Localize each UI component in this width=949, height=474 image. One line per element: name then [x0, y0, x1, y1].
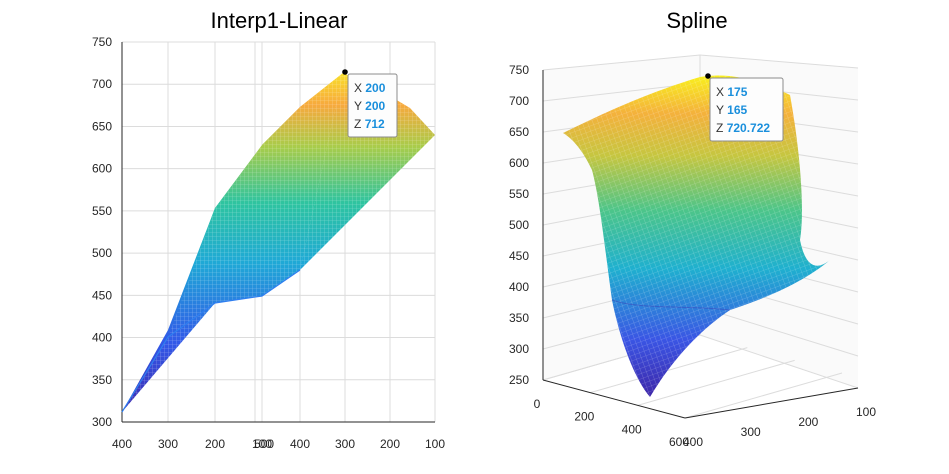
z-tick-label: 550: [509, 187, 529, 201]
z-tick-label: 450: [509, 249, 529, 263]
svg-text:X 200: X 200: [354, 81, 386, 95]
x-tick-label: 400: [290, 437, 310, 451]
x-tick-label: 400: [622, 422, 642, 436]
y-tick-label: 200: [798, 415, 818, 429]
z-tick-label: 550: [92, 204, 112, 218]
x-tick-label: 200: [205, 437, 225, 451]
datatip-y-value: 200: [365, 99, 385, 113]
y-axis-line: [684, 387, 859, 419]
datatip-y-label: Y: [354, 99, 362, 113]
svg-text:X 175: X 175: [716, 85, 748, 99]
x-tick-label: 200: [574, 410, 594, 424]
z-tick-label: 350: [92, 373, 112, 387]
datatip-marker: [705, 73, 711, 79]
datatip-y-label: Y: [716, 103, 724, 117]
x-tick-label: 600: [669, 435, 689, 449]
datatip[interactable]: X 175 Y 165 Z 720.722: [705, 73, 784, 142]
chart-title: Spline: [666, 8, 727, 33]
z-tick-label: 400: [509, 280, 529, 294]
x-tick-label: 300: [335, 437, 355, 451]
datatip-x-label: X: [354, 81, 362, 95]
y-tick-label: 300: [741, 425, 761, 439]
datatip-x-value: 200: [365, 81, 385, 95]
z-tick-label: 500: [509, 218, 529, 232]
svg-text:Z 712: Z 712: [354, 117, 385, 131]
z-tick-label: 350: [509, 311, 529, 325]
z-tick-label: 300: [92, 415, 112, 429]
svg-text:Y 165: Y 165: [716, 103, 747, 117]
x-tick-label: 300: [158, 437, 178, 451]
datatip-z-label: Z: [354, 117, 361, 131]
z-tick-label: 750: [92, 35, 112, 49]
z-tick-labels: 300 350 400 450 500 550 600 650 700 750: [92, 35, 112, 429]
x-tick-label: 100: [425, 437, 445, 451]
y-tick-label: 100: [856, 405, 876, 419]
x-tick-label: 200: [380, 437, 400, 451]
y-tick-labels: 400 300 200 100: [683, 405, 876, 449]
z-tick-label: 600: [509, 156, 529, 170]
datatip[interactable]: X 200 Y 200 Z 712: [342, 69, 398, 138]
x-axis-line: [542, 379, 686, 419]
z-tick-label: 500: [92, 246, 112, 260]
svg-text:Z 720.722: Z 720.722: [716, 121, 770, 135]
x-tick-label: 400: [112, 437, 132, 451]
datatip-z-value: 712: [365, 117, 385, 131]
z-tick-label: 700: [509, 94, 529, 108]
y-tick-label: 400: [683, 435, 703, 449]
x-tick-label: 500: [254, 437, 274, 451]
chart-interp1-linear: Interp1-Linear X 200 Y 200 Z 712 300 350 4…: [92, 8, 445, 451]
z-tick-label: 450: [92, 288, 112, 302]
z-tick-label: 300: [509, 342, 529, 356]
z-tick-label: 700: [92, 77, 112, 91]
datatip-marker: [342, 69, 348, 75]
z-tick-label: 250: [509, 373, 529, 387]
z-tick-label: 400: [92, 331, 112, 345]
surface-mesh: [563, 75, 830, 397]
z-tick-label: 650: [92, 119, 112, 133]
datatip-x-label: X: [716, 85, 724, 99]
chart-spline: Spline X 175 Y 165 Z 720.722: [509, 8, 876, 449]
gridline-x: [590, 347, 748, 394]
datatip-x-value: 175: [727, 85, 747, 99]
z-tick-label: 750: [509, 63, 529, 77]
datatip-z-label: Z: [716, 121, 723, 135]
z-tick-labels: 250 300 350 400 450 500 550 600 650 700 750: [509, 63, 529, 387]
gridline-x: [637, 359, 795, 406]
x-tick-label: 100: [252, 437, 272, 451]
datatip-z-value: 720.722: [727, 121, 771, 135]
surface-mesh: [121, 73, 435, 413]
x-tick-label: 0: [534, 397, 541, 411]
gridline-x: [684, 372, 843, 419]
x-tick-labels: 0 200 400 600: [534, 397, 690, 449]
z-tick-label: 600: [92, 162, 112, 176]
z-tick-label: 650: [509, 125, 529, 139]
datatip-y-value: 165: [727, 103, 747, 117]
svg-text:Y 200: Y 200: [354, 99, 385, 113]
chart-title: Interp1-Linear: [211, 8, 348, 33]
